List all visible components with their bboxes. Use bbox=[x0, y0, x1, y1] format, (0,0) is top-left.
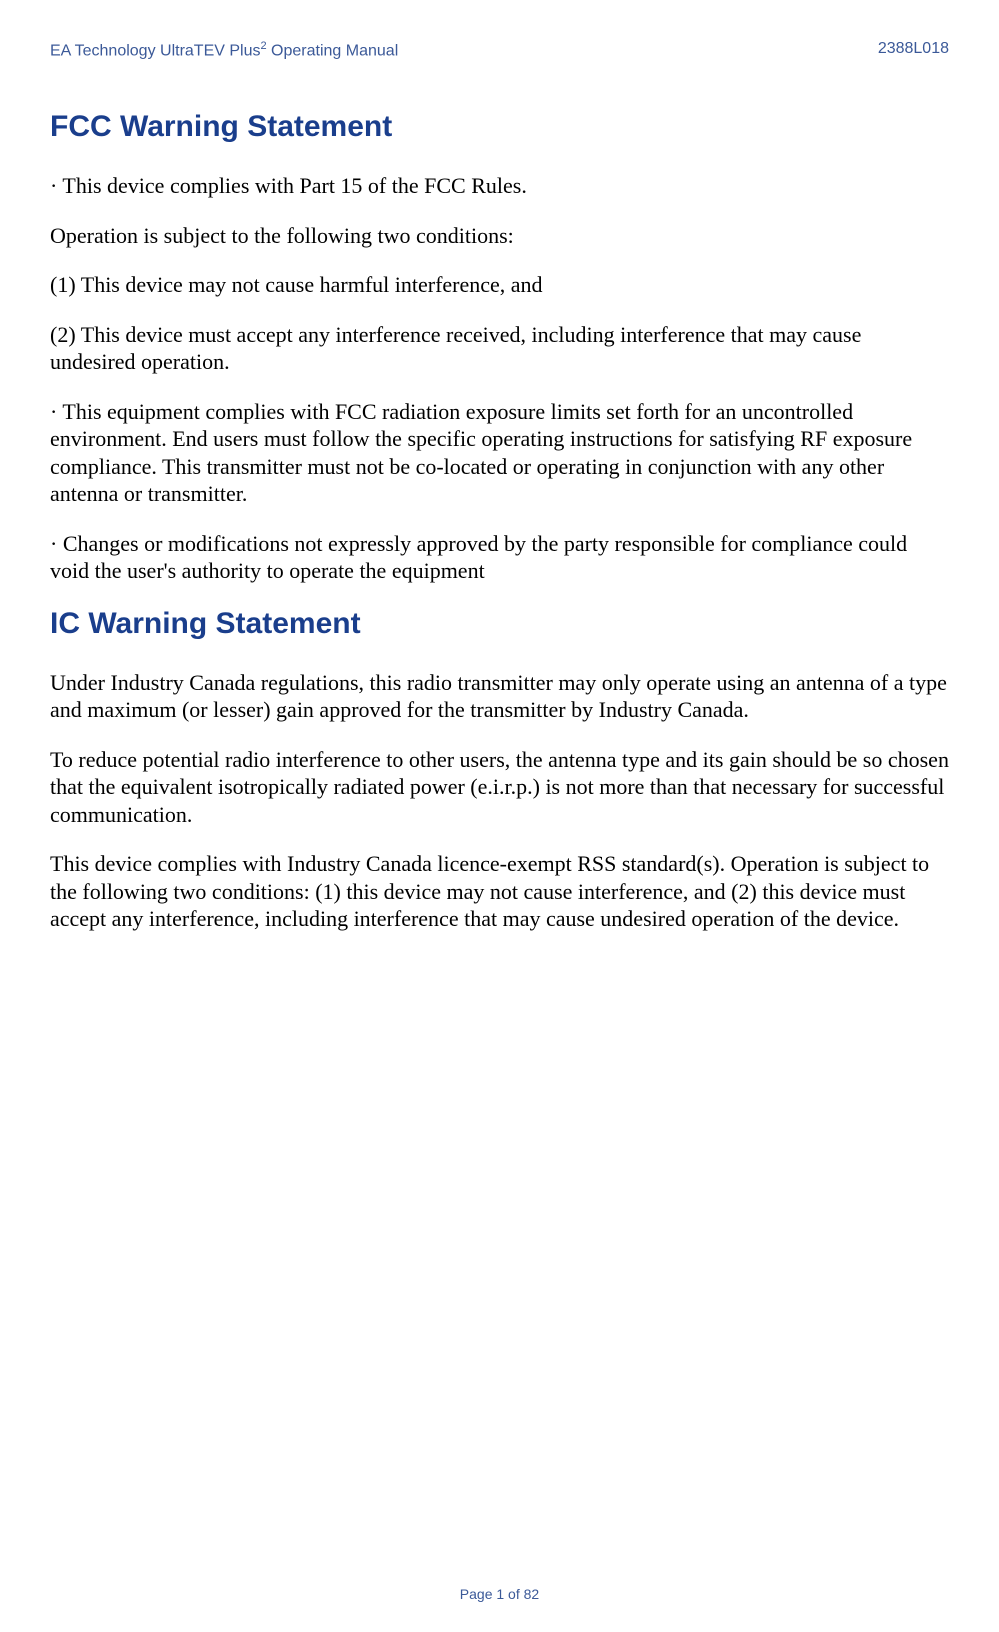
fcc-paragraph-2: Operation is subject to the following tw… bbox=[50, 222, 949, 250]
fcc-paragraph-4: (2) This device must accept any interfer… bbox=[50, 321, 949, 376]
ic-paragraph-1: Under Industry Canada regulations, this … bbox=[50, 669, 949, 724]
header-left: EA Technology UltraTEV Plus2 Operating M… bbox=[50, 40, 398, 60]
ic-paragraph-3: This device complies with Industry Canad… bbox=[50, 850, 949, 933]
ic-paragraph-2: To reduce potential radio interference t… bbox=[50, 746, 949, 829]
header-left-suffix: Operating Manual bbox=[267, 42, 399, 59]
fcc-heading: FCC Warning Statement bbox=[50, 110, 949, 144]
ic-heading: IC Warning Statement bbox=[50, 607, 949, 641]
fcc-paragraph-1: · This device complies with Part 15 of t… bbox=[50, 172, 949, 200]
header-left-prefix: EA Technology UltraTEV Plus bbox=[50, 42, 260, 59]
page-header: EA Technology UltraTEV Plus2 Operating M… bbox=[50, 40, 949, 60]
fcc-paragraph-5: · This equipment complies with FCC radia… bbox=[50, 398, 949, 508]
fcc-paragraph-6: · Changes or modifications not expressly… bbox=[50, 530, 949, 585]
fcc-paragraph-3: (1) This device may not cause harmful in… bbox=[50, 271, 949, 299]
page-footer: Page 1 of 82 bbox=[0, 1586, 999, 1602]
header-right: 2388L018 bbox=[878, 40, 949, 60]
